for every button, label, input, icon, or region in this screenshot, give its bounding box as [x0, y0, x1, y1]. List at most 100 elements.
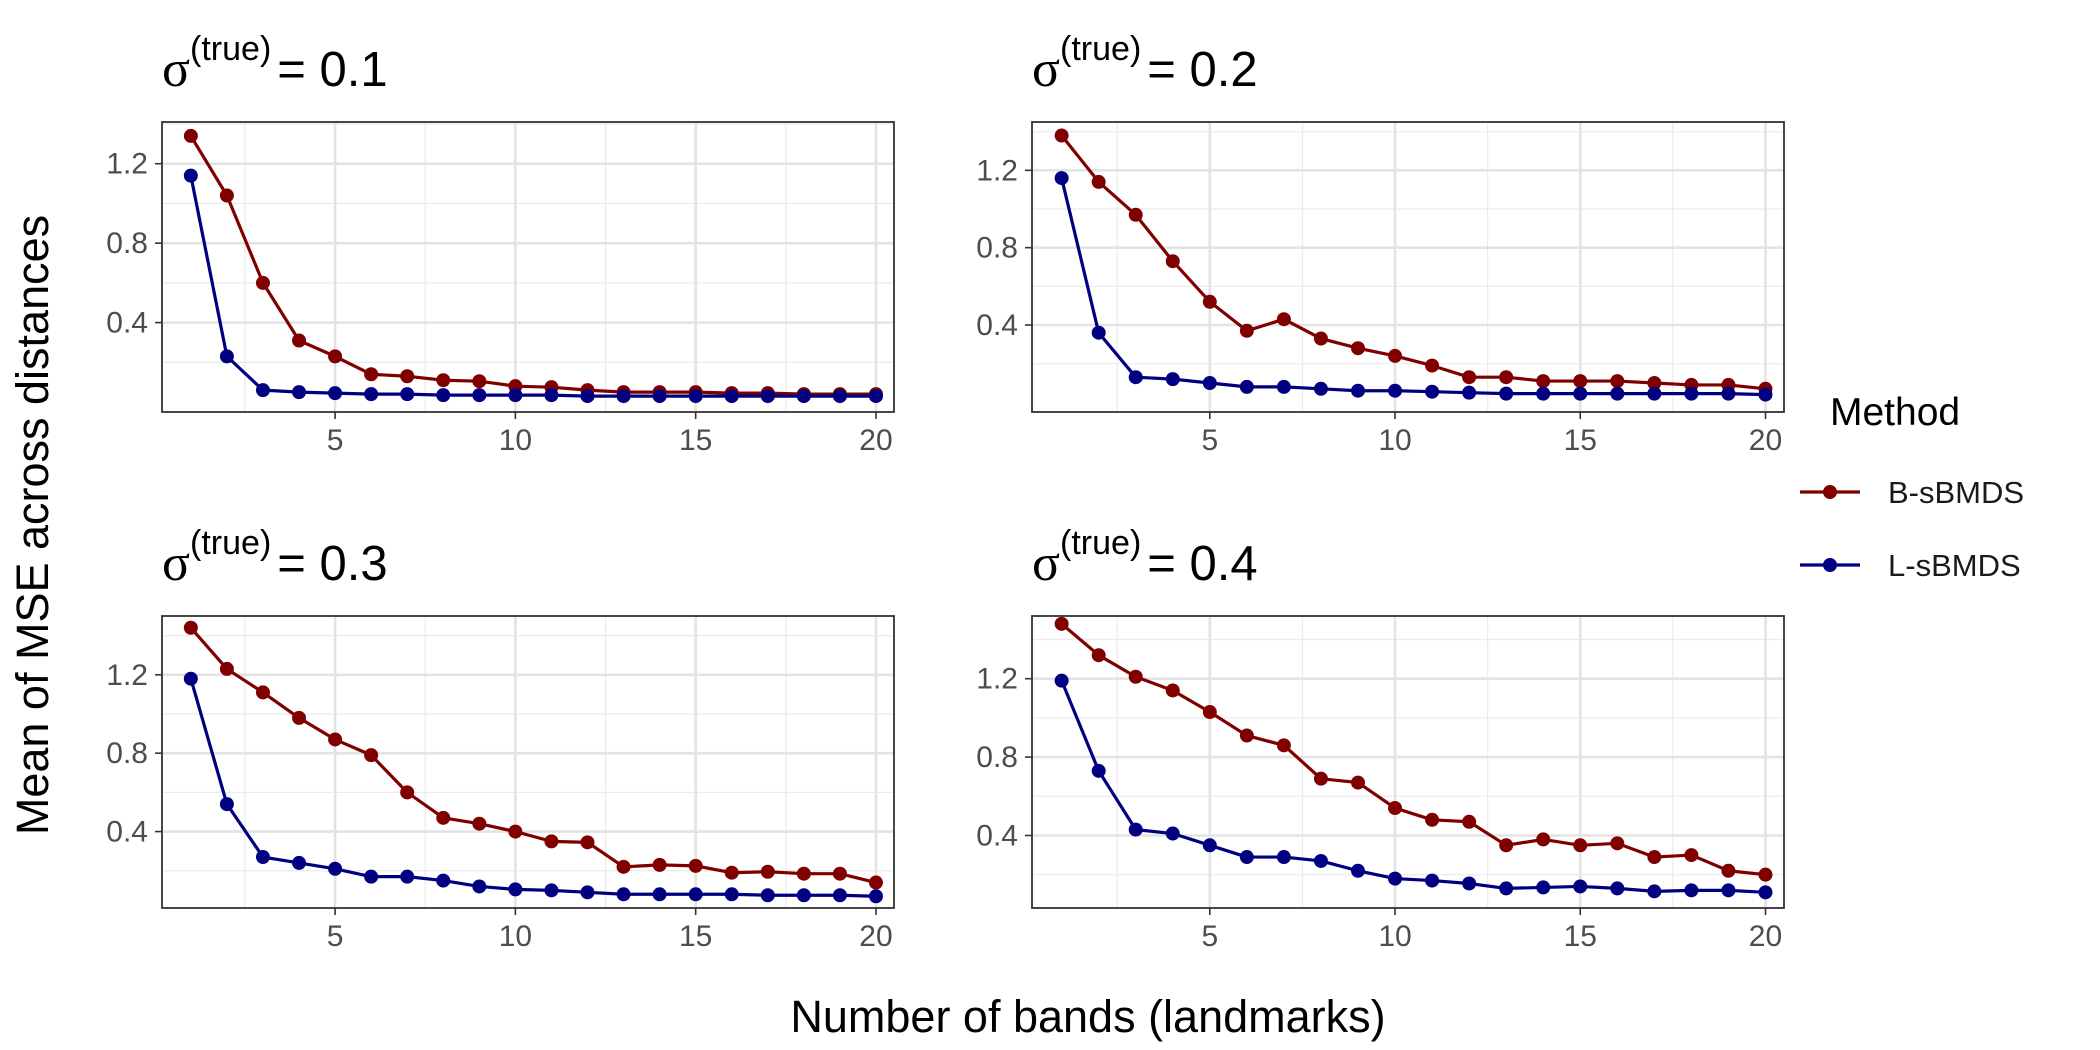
data-point-L-sBMDS: [292, 855, 307, 870]
data-point-L-sBMDS: [1758, 387, 1773, 402]
data-point-L-sBMDS: [364, 869, 379, 884]
data-point-B-sBMDS: [219, 188, 234, 203]
data-point-B-sBMDS: [292, 333, 307, 348]
x-tick-label: 15: [1564, 424, 1597, 457]
data-point-L-sBMDS: [436, 388, 451, 403]
data-point-B-sBMDS: [1128, 669, 1143, 684]
data-point-B-sBMDS: [219, 661, 234, 676]
data-point-L-sBMDS: [544, 388, 559, 403]
data-point-L-sBMDS: [580, 885, 595, 900]
data-point-L-sBMDS: [1091, 325, 1106, 340]
data-point-B-sBMDS: [1610, 374, 1625, 389]
data-point-L-sBMDS: [1499, 386, 1514, 401]
data-point-L-sBMDS: [472, 388, 487, 403]
data-point-L-sBMDS: [688, 389, 703, 404]
data-point-B-sBMDS: [364, 367, 379, 382]
data-point-B-sBMDS: [1425, 358, 1440, 373]
data-point-B-sBMDS: [292, 710, 307, 725]
data-point-L-sBMDS: [868, 389, 883, 404]
data-point-B-sBMDS: [688, 858, 703, 873]
data-point-B-sBMDS: [328, 732, 343, 747]
data-point-L-sBMDS: [1091, 763, 1106, 778]
data-point-L-sBMDS: [1610, 386, 1625, 401]
x-tick-label: 10: [1378, 424, 1411, 457]
data-point-B-sBMDS: [1350, 341, 1365, 356]
data-point-B-sBMDS: [1313, 771, 1328, 786]
data-point-B-sBMDS: [1647, 850, 1662, 865]
data-point-L-sBMDS: [1536, 386, 1551, 401]
data-point-B-sBMDS: [616, 859, 631, 874]
data-point-B-sBMDS: [1536, 374, 1551, 389]
data-point-L-sBMDS: [1536, 880, 1551, 895]
data-point-L-sBMDS: [183, 168, 198, 183]
data-point-L-sBMDS: [1239, 379, 1254, 394]
data-point-L-sBMDS: [616, 887, 631, 902]
data-point-B-sBMDS: [1610, 836, 1625, 851]
data-point-L-sBMDS: [1684, 386, 1699, 401]
data-point-L-sBMDS: [328, 386, 343, 401]
data-point-B-sBMDS: [1091, 174, 1106, 189]
y-tick-label: 1.2: [106, 148, 148, 181]
panel-title: σ(true) = 0.3: [162, 524, 388, 592]
legend-entries: B-sBMDS L-sBMDS: [1800, 475, 2024, 583]
y-tick-label: 0.8: [976, 741, 1018, 774]
data-point-L-sBMDS: [255, 850, 270, 865]
y-tick-label: 1.2: [976, 663, 1018, 696]
y-tick-label: 0.8: [106, 737, 148, 770]
data-point-L-sBMDS: [724, 887, 739, 902]
data-point-L-sBMDS: [832, 389, 847, 404]
data-point-B-sBMDS: [364, 748, 379, 763]
data-point-L-sBMDS: [1165, 372, 1180, 387]
y-tick-label: 0.4: [106, 816, 148, 849]
data-point-B-sBMDS: [1128, 207, 1143, 222]
data-point-L-sBMDS: [652, 389, 667, 404]
data-point-B-sBMDS: [1054, 616, 1069, 631]
data-point-L-sBMDS: [364, 387, 379, 402]
data-point-L-sBMDS: [1388, 871, 1403, 886]
panel-background: [1032, 122, 1784, 412]
x-tick-label: 20: [1749, 920, 1782, 953]
panel-background: [1032, 616, 1784, 908]
y-tick-label: 1.2: [106, 659, 148, 692]
panel-border: [1031, 615, 1785, 909]
data-point-B-sBMDS: [508, 824, 523, 839]
x-tick-label: 20: [1749, 424, 1782, 457]
x-tick-label: 15: [679, 424, 712, 457]
y-tick-label: 0.8: [106, 227, 148, 260]
data-point-L-sBMDS: [832, 888, 847, 903]
data-point-L-sBMDS: [255, 383, 270, 398]
data-point-L-sBMDS: [796, 888, 811, 903]
data-point-B-sBMDS: [400, 785, 415, 800]
data-point-B-sBMDS: [1462, 814, 1477, 829]
data-point-B-sBMDS: [1276, 312, 1291, 327]
data-point-L-sBMDS: [436, 873, 451, 888]
y-tick-label: 1.2: [976, 154, 1018, 187]
data-point-L-sBMDS: [616, 389, 631, 404]
data-point-B-sBMDS: [436, 810, 451, 825]
data-point-B-sBMDS: [472, 816, 487, 831]
y-tick-label: 0.4: [976, 819, 1018, 852]
data-point-B-sBMDS: [1684, 848, 1699, 863]
data-point-B-sBMDS: [1647, 376, 1662, 390]
data-point-L-sBMDS: [1573, 879, 1588, 894]
data-point-L-sBMDS: [1239, 850, 1254, 865]
legend-label: B-sBMDS: [1888, 475, 2024, 510]
data-point-L-sBMDS: [760, 389, 775, 404]
data-point-L-sBMDS: [1721, 386, 1736, 401]
data-point-B-sBMDS: [1388, 801, 1403, 816]
panel-2: 5 10 15 20 0.4 0.8 1.2 σ(true) = 0.2: [976, 30, 1785, 457]
panel-title: σ(true) = 0.2: [1032, 30, 1258, 98]
data-point-L-sBMDS: [328, 861, 343, 876]
data-point-L-sBMDS: [1313, 853, 1328, 868]
data-point-B-sBMDS: [868, 875, 883, 890]
data-point-L-sBMDS: [724, 389, 739, 404]
data-point-B-sBMDS: [1165, 683, 1180, 698]
data-point-B-sBMDS: [1313, 331, 1328, 346]
data-point-L-sBMDS: [219, 349, 234, 364]
data-point-B-sBMDS: [183, 620, 198, 635]
data-point-L-sBMDS: [1647, 386, 1662, 401]
data-point-B-sBMDS: [724, 865, 739, 880]
data-point-L-sBMDS: [508, 388, 523, 403]
data-point-L-sBMDS: [1165, 826, 1180, 841]
data-point-L-sBMDS: [1425, 384, 1440, 399]
